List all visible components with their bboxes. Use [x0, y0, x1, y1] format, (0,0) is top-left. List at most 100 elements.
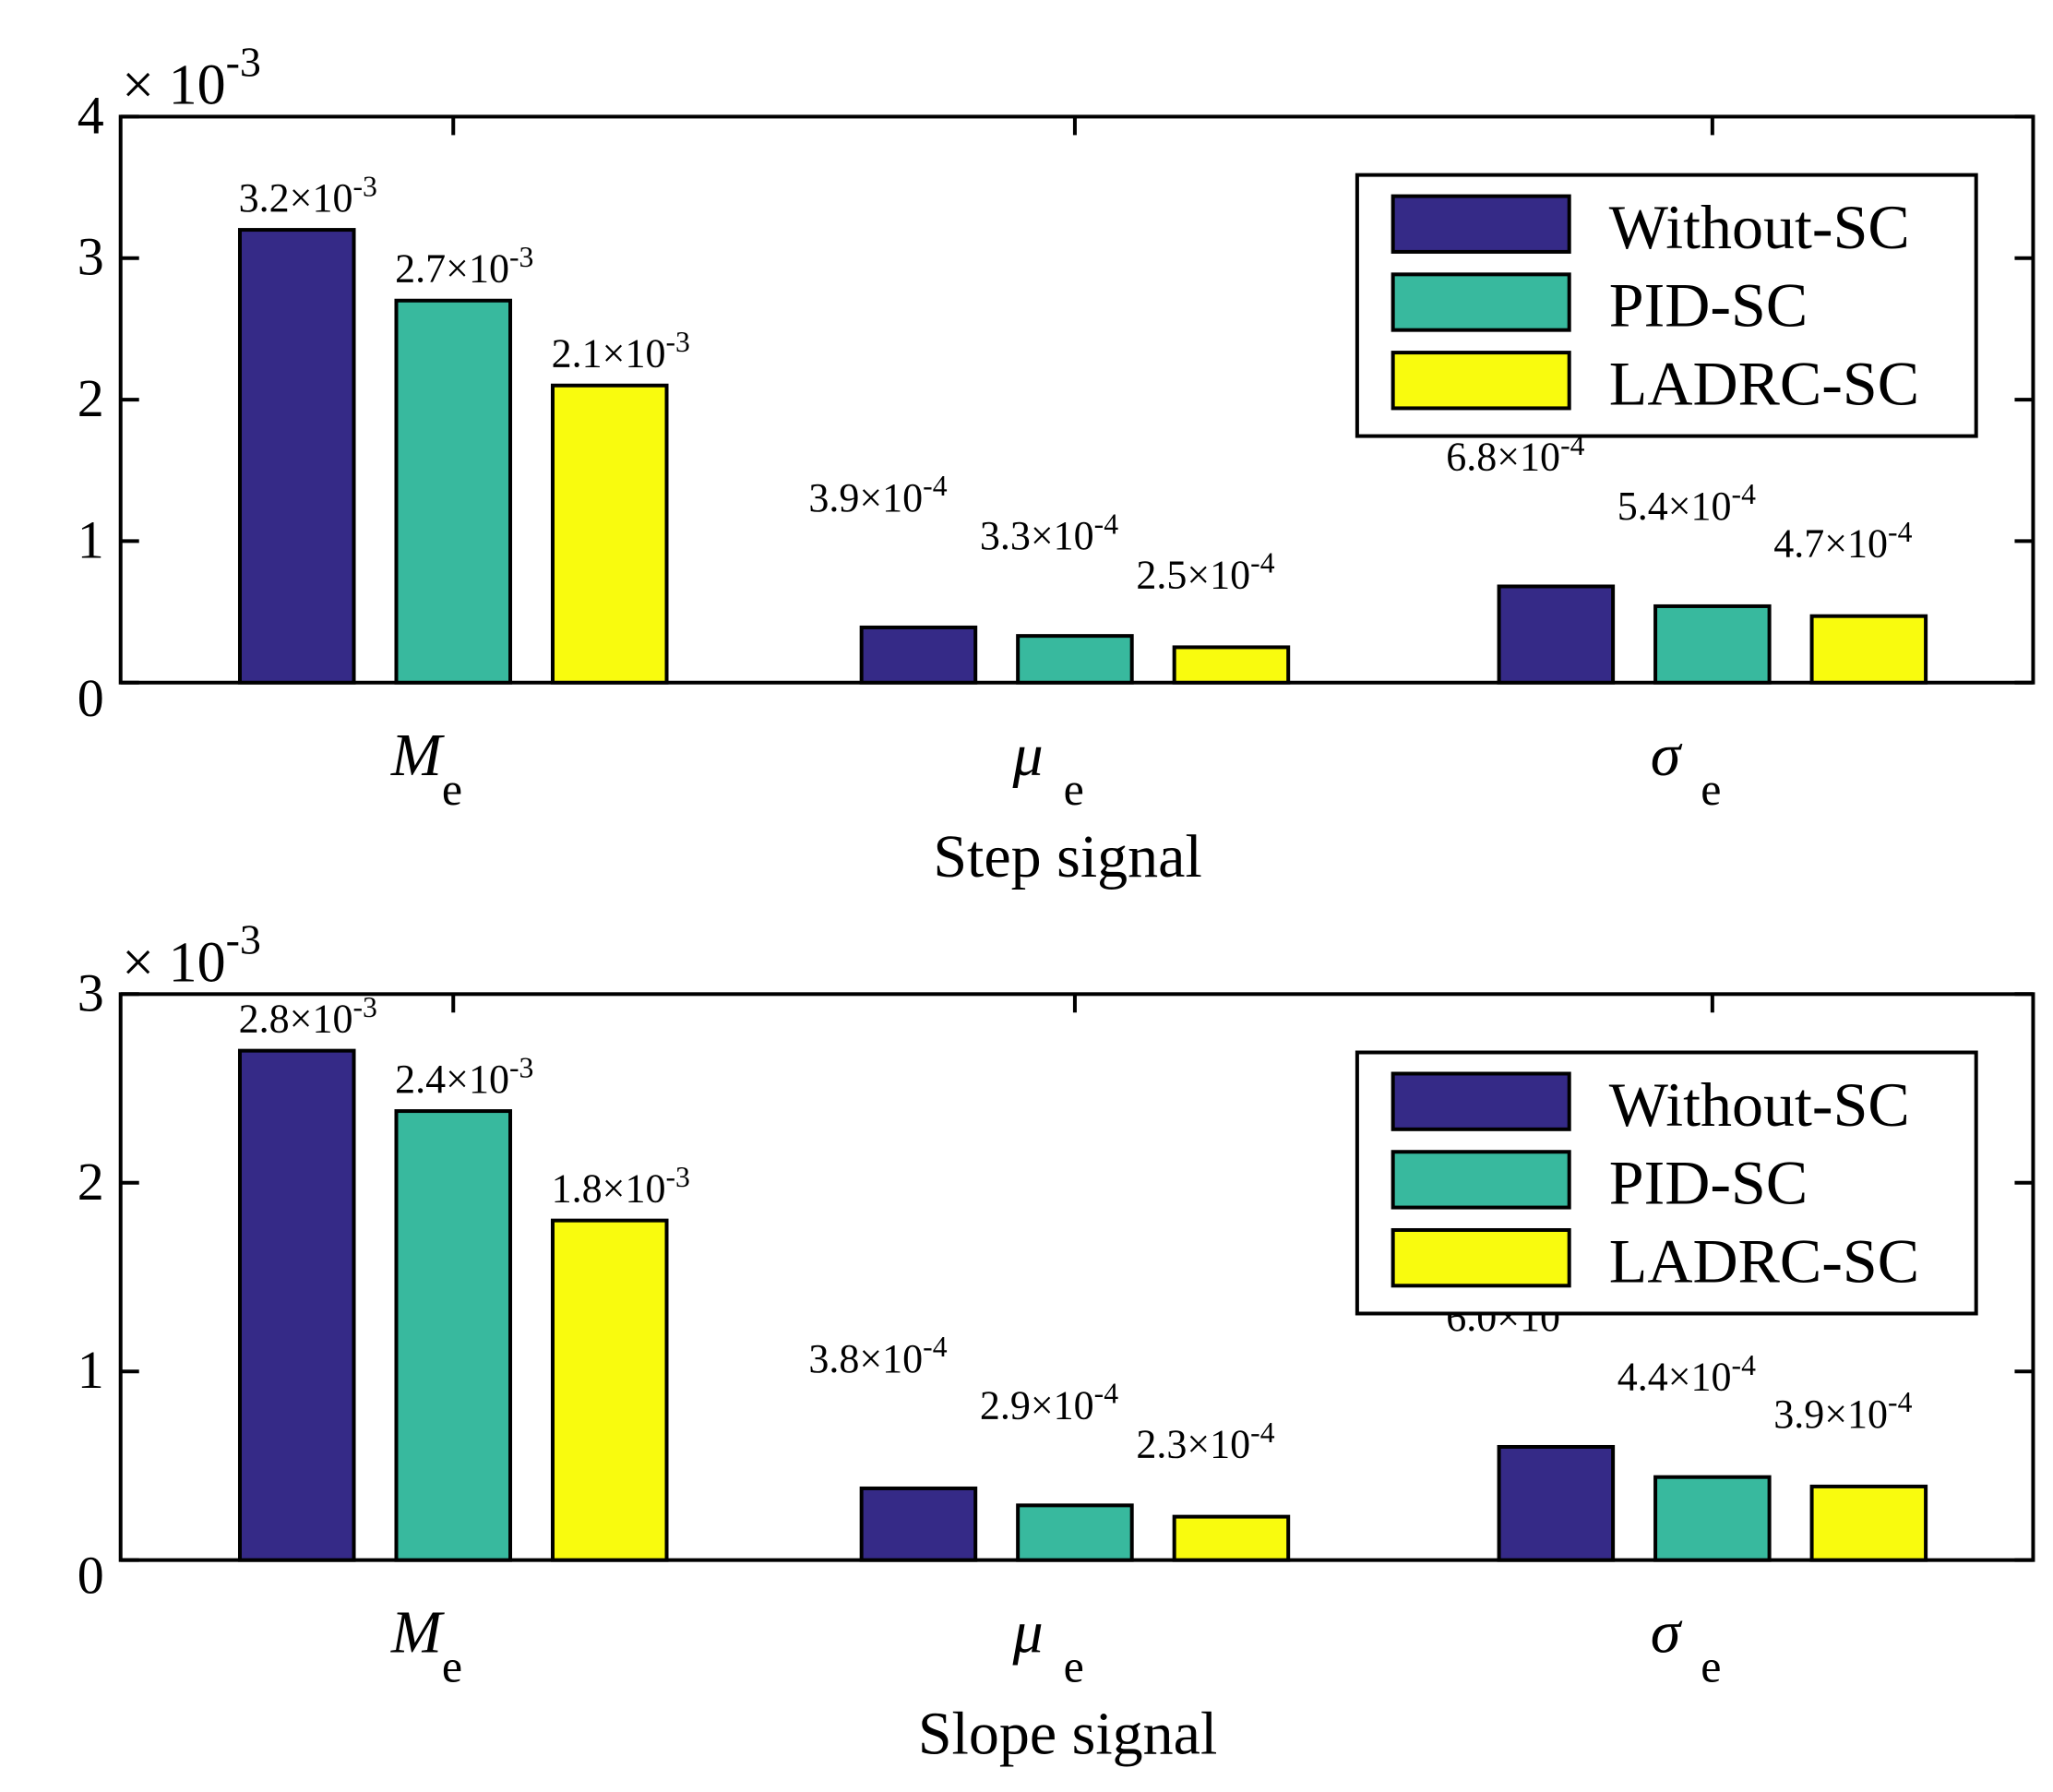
data-label-exponent: -3 [352, 170, 376, 202]
bar-ladrc-sc [550, 383, 669, 685]
bar-without-sc [859, 1486, 978, 1562]
y-tick-label: 1 [78, 1340, 104, 1400]
data-label: 2.9×10-4 [980, 1378, 1118, 1428]
legend-label: Without-SC [1609, 192, 1910, 262]
y-scale-exponent: -3 [226, 38, 261, 85]
category-subscript: e [1064, 763, 1084, 815]
data-label-mantissa: 2.8×10 [239, 997, 353, 1042]
data-label-exponent: -4 [1732, 478, 1757, 510]
y-scale-base: × 10 [122, 54, 225, 116]
data-label-mantissa: 4.7×10 [1773, 521, 1888, 567]
y-scale-label: × 10-3 [122, 915, 261, 994]
data-label-mantissa: 6.8×10 [1446, 434, 1560, 479]
category-label: Me [390, 722, 462, 815]
data-label-mantissa: 2.3×10 [1136, 1422, 1250, 1467]
data-label-exponent: -4 [1250, 547, 1275, 579]
bar-without-sc [859, 625, 978, 685]
data-label: 2.7×10-3 [395, 241, 533, 292]
data-label-exponent: -3 [665, 326, 689, 358]
data-label-mantissa: 4.4×10 [1617, 1355, 1732, 1400]
category-label: Me [390, 1599, 462, 1692]
bar-without-sc [237, 1048, 356, 1562]
data-label-mantissa: 3.9×10 [1773, 1392, 1888, 1437]
data-label-mantissa: 3.8×10 [808, 1336, 923, 1381]
legend-label: LADRC-SC [1609, 348, 1919, 418]
category-subscript: e [1701, 763, 1721, 815]
data-label: 2.4×10-3 [395, 1051, 533, 1102]
bar-pid-sc [394, 1109, 513, 1562]
category-symbol: σ [1651, 722, 1683, 789]
category-subscript: e [442, 1641, 462, 1692]
y-scale-exponent: -3 [226, 915, 261, 962]
data-label: 2.3×10-4 [1136, 1416, 1274, 1467]
bar-ladrc-sc [1809, 614, 1928, 685]
data-label-mantissa: 2.9×10 [980, 1382, 1094, 1428]
data-label: 2.8×10-3 [239, 991, 377, 1042]
legend-label: LADRC-SC [1609, 1225, 1919, 1296]
data-label: 3.2×10-3 [239, 170, 377, 221]
y-scale-label: × 10-3 [122, 38, 261, 116]
data-label: 6.8×10-4 [1446, 429, 1584, 480]
legend-label: PID-SC [1609, 1148, 1808, 1218]
data-label-exponent: -3 [665, 1161, 689, 1193]
bar-pid-sc [1016, 1503, 1134, 1562]
data-label: 3.3×10-4 [980, 508, 1118, 558]
y-scale-base: × 10 [122, 931, 225, 994]
data-label-mantissa: 2.4×10 [395, 1057, 509, 1102]
bar-pid-sc [1653, 603, 1772, 685]
legend-label: Without-SC [1609, 1069, 1910, 1140]
data-label-exponent: -4 [1732, 1349, 1757, 1381]
legend-swatch [1391, 272, 1571, 332]
y-tick-label: 2 [78, 1152, 104, 1212]
legend-swatch [1391, 194, 1571, 254]
y-tick-label: 0 [78, 1546, 104, 1606]
category-subscript: e [1064, 1641, 1084, 1692]
data-label-mantissa: 3.2×10 [239, 175, 353, 221]
bar-ladrc-sc [1172, 1514, 1291, 1562]
data-label-exponent: -4 [1094, 508, 1119, 540]
y-tick-label: 3 [78, 227, 104, 287]
data-label-exponent: -4 [923, 470, 948, 502]
y-tick-label: 2 [78, 368, 104, 428]
data-label-exponent: -4 [1250, 1416, 1275, 1449]
legend-swatch [1391, 1150, 1571, 1210]
category-symbol: M [390, 722, 446, 789]
bar-pid-sc [394, 298, 513, 685]
data-label-exponent: -4 [1888, 1386, 1913, 1418]
bar-ladrc-sc [550, 1218, 669, 1562]
category-symbol: μ [1012, 1599, 1044, 1667]
data-label-mantissa: 2.1×10 [552, 331, 666, 376]
data-label: 4.7×10-4 [1773, 516, 1912, 567]
data-label: 4.4×10-4 [1617, 1349, 1756, 1400]
data-label: 5.4×10-4 [1617, 478, 1756, 529]
bar-ladrc-sc [1809, 1484, 1928, 1562]
data-label: 3.8×10-4 [808, 1331, 947, 1381]
x-axis-title: Slope signal [918, 1701, 1218, 1768]
legend-swatch [1391, 1071, 1571, 1131]
y-tick-label: 0 [78, 668, 104, 728]
legend-swatch [1391, 1227, 1571, 1288]
data-label: 2.1×10-3 [552, 326, 690, 376]
category-subscript: e [1701, 1641, 1721, 1692]
data-label-exponent: -3 [352, 991, 376, 1023]
y-tick-label: 4 [78, 85, 104, 145]
data-label-mantissa: 3.3×10 [980, 513, 1094, 558]
data-label: 1.8×10-3 [552, 1161, 690, 1212]
data-label-mantissa: 3.9×10 [808, 475, 923, 520]
data-label-mantissa: 2.7×10 [395, 246, 509, 292]
category-symbol: M [390, 1599, 446, 1667]
category-symbol: μ [1012, 722, 1044, 789]
data-label-exponent: -3 [509, 1051, 533, 1083]
data-label: 2.5×10-4 [1136, 547, 1274, 598]
data-label-exponent: -4 [923, 1331, 948, 1363]
bar-without-sc [237, 228, 356, 685]
data-label-exponent: -3 [509, 241, 533, 273]
legend-swatch [1391, 351, 1571, 411]
legend-label: PID-SC [1609, 270, 1808, 340]
data-label: 3.9×10-4 [808, 470, 947, 520]
